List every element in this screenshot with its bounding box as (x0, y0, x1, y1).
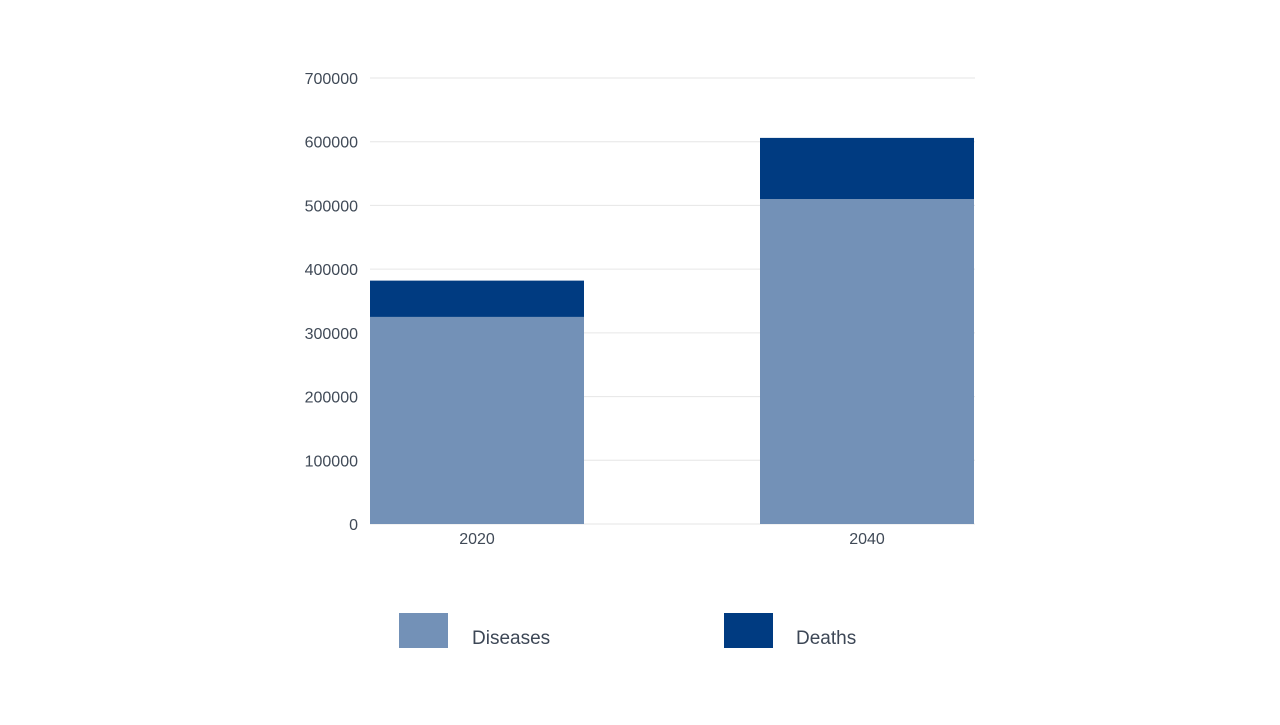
x-tick-label: 2020 (459, 531, 495, 548)
bar-diseases-2040 (760, 199, 974, 525)
legend-label-deaths: Deaths (796, 628, 856, 649)
y-tick-label: 100000 (305, 453, 358, 470)
y-tick-label: 200000 (305, 390, 358, 407)
bar-deaths-2040 (760, 137, 974, 200)
y-axis-ticks: 0 100000 200000 300000 400000 500000 600000 700… (305, 71, 358, 534)
legend-label-diseases: Diseases (472, 628, 550, 649)
bars (370, 137, 974, 525)
legend-swatch-deaths (724, 613, 773, 648)
x-axis-ticks: 2020 2040 (459, 531, 885, 548)
y-tick-label: 300000 (305, 326, 358, 343)
x-tick-label: 2040 (849, 531, 885, 548)
y-tick-label: 0 (349, 517, 358, 534)
y-tick-label: 600000 (305, 135, 358, 152)
y-tick-label: 400000 (305, 262, 358, 279)
legend: Diseases Deaths (399, 613, 856, 649)
legend-swatch-diseases (399, 613, 448, 648)
y-tick-label: 700000 (305, 71, 358, 88)
y-tick-label: 500000 (305, 198, 358, 215)
bar-deaths-2020 (370, 280, 584, 317)
bar-diseases-2020 (370, 316, 584, 524)
